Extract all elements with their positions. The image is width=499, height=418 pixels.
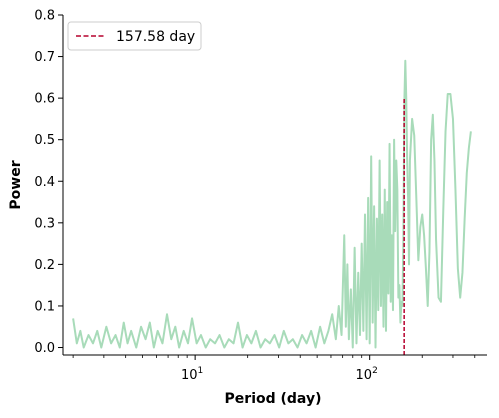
y-tick-label: 0.1 xyxy=(34,299,55,314)
y-tick-label: 0.6 xyxy=(34,92,55,107)
y-tick-label: 0.3 xyxy=(34,216,55,231)
y-tick-label: 0.0 xyxy=(34,341,55,356)
plot-area xyxy=(72,59,472,355)
power-series-line xyxy=(72,59,472,349)
y-tick-label: 0.8 xyxy=(34,9,55,24)
y-tick-label: 0.5 xyxy=(34,133,55,148)
y-tick-label: 0.4 xyxy=(34,175,55,190)
legend-label: 157.58 day xyxy=(116,29,195,45)
x-axis-title: Period (day) xyxy=(225,391,322,407)
x-axis-ticks: 101 102 xyxy=(72,355,476,383)
legend: 157.58 day xyxy=(67,21,202,51)
y-tick-label: 0.7 xyxy=(34,50,55,65)
y-axis-ticks: 0.0 0.1 0.2 0.3 0.4 0.5 0.6 0.7 0.8 xyxy=(34,9,63,356)
y-tick-label: 0.2 xyxy=(34,258,55,273)
y-axis-title: Power xyxy=(8,160,24,209)
x-tick-label: 102 xyxy=(356,366,378,383)
x-tick-label: 101 xyxy=(181,366,203,383)
axes xyxy=(62,15,487,356)
legend-box xyxy=(67,21,202,51)
